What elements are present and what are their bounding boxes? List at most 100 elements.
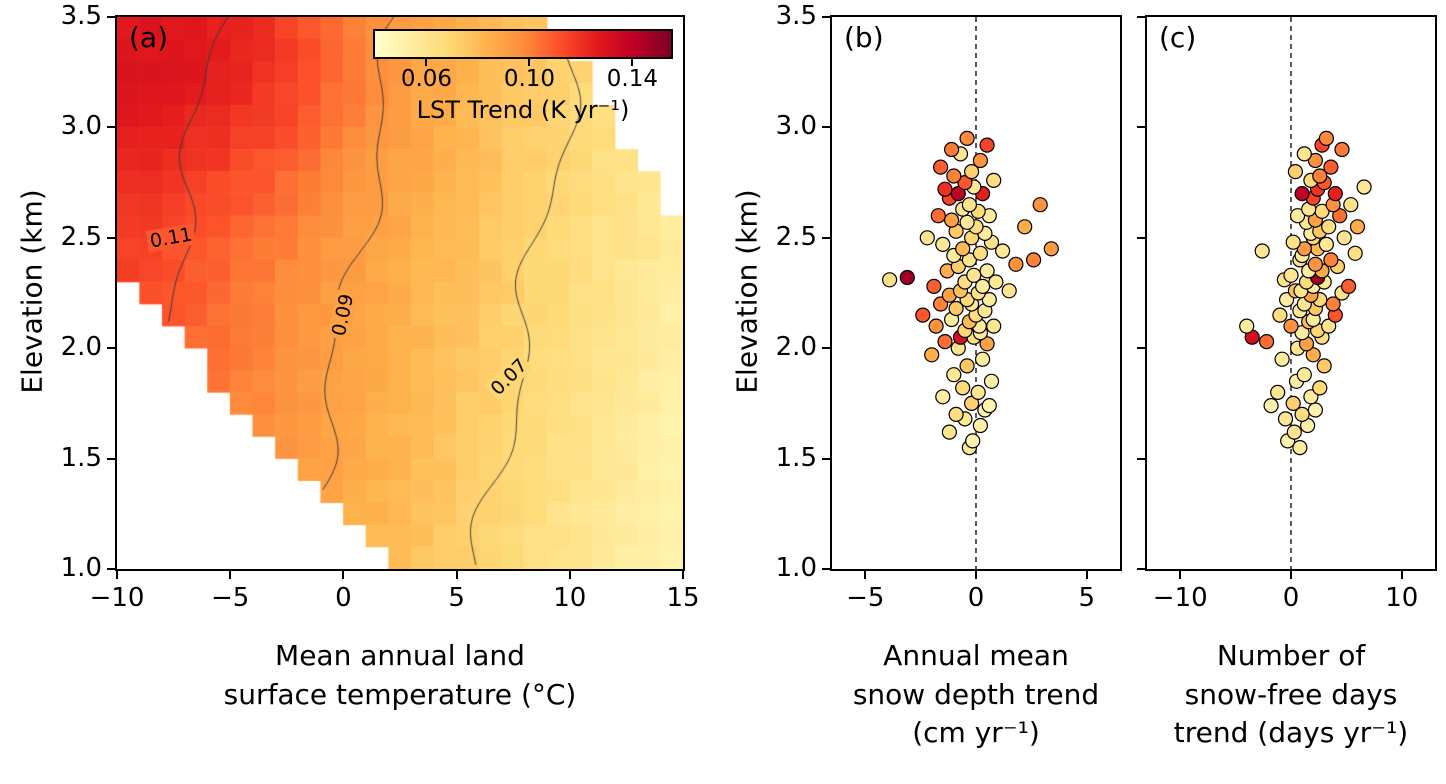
scatter-point xyxy=(1341,278,1357,294)
scatter-point xyxy=(979,336,995,352)
y-tick-mark xyxy=(822,236,830,239)
scatter-point xyxy=(964,164,980,180)
scatter-plot-c xyxy=(1239,17,1372,569)
scatter-point xyxy=(1239,318,1255,334)
y-tick-mark xyxy=(1137,236,1145,239)
y-tick-label: 1.0 xyxy=(60,553,102,583)
scatter-point xyxy=(1017,219,1033,235)
scatter-point xyxy=(1043,241,1059,257)
y-tick-label: 1.5 xyxy=(775,442,817,473)
scatter-point xyxy=(932,159,949,175)
panel-a-xlabel: Mean annual land surface temperature (°C… xyxy=(223,639,577,711)
scatter-point xyxy=(979,137,995,153)
x-tick-label: 15 xyxy=(666,583,700,613)
scatter-point xyxy=(979,263,995,279)
scatter-point xyxy=(986,172,1002,188)
x-tick-mark xyxy=(342,571,345,579)
x-tick-label: 0 xyxy=(967,583,985,613)
panel-letter-a: (a) xyxy=(129,21,169,54)
scatter-point xyxy=(1001,283,1017,299)
x-tick-mark xyxy=(1085,571,1088,579)
y-tick-mark xyxy=(822,126,830,129)
y-tick-mark xyxy=(1137,16,1145,18)
scatter-point xyxy=(1292,440,1308,456)
scatter-point xyxy=(965,433,981,449)
scatter-point xyxy=(1286,424,1302,440)
scatter-plot-b xyxy=(881,17,1059,569)
x-tick-mark xyxy=(229,571,232,579)
scatter-point xyxy=(1332,208,1348,224)
x-tick-label: 5 xyxy=(448,583,465,613)
x-tick-mark xyxy=(1400,571,1403,579)
x-tick-label: 0 xyxy=(335,583,352,613)
y-tick-mark xyxy=(822,16,830,18)
scatter-point xyxy=(1349,219,1366,235)
scatter-point xyxy=(1285,234,1301,250)
x-tick-label: −10 xyxy=(1152,583,1208,613)
scatter-point xyxy=(972,245,988,261)
scatter-point xyxy=(1263,398,1279,414)
scatter-point xyxy=(1303,389,1319,405)
colorbar-tick-mark xyxy=(631,59,634,66)
scatter-point xyxy=(1285,395,1301,411)
scatter-point xyxy=(943,212,960,228)
scatter-point xyxy=(1307,402,1323,418)
scatter-point xyxy=(1032,197,1048,213)
panel-b-ylabel: Elevation (km) xyxy=(730,189,764,394)
scatter-point xyxy=(955,241,971,257)
scatter-point xyxy=(975,351,991,367)
y-tick-label: 2.0 xyxy=(775,332,817,363)
x-tick-mark xyxy=(975,571,977,579)
scatter-point xyxy=(970,384,986,400)
scatter-point xyxy=(1312,168,1328,184)
scatter-point xyxy=(1287,164,1303,180)
scatter-point xyxy=(930,208,946,224)
scatter-point xyxy=(1270,384,1286,400)
x-tick-label: −10 xyxy=(89,583,145,613)
y-tick-label: 2.5 xyxy=(60,221,102,252)
x-tick-mark xyxy=(682,571,684,579)
scatter-point xyxy=(1305,347,1321,363)
scatter-point xyxy=(983,373,1000,389)
x-tick-mark xyxy=(116,571,118,579)
y-tick-label: 3.5 xyxy=(775,1,817,31)
scatter-point xyxy=(1294,186,1310,202)
scatter-point xyxy=(1008,256,1024,272)
scatter-point xyxy=(928,318,944,334)
scatter-point xyxy=(937,181,953,197)
colorbar-tick-mark xyxy=(425,59,428,66)
y-tick-mark xyxy=(822,347,830,350)
scatter-point xyxy=(1318,236,1334,252)
scatter-point xyxy=(986,318,1002,334)
scatter-point xyxy=(1254,243,1270,259)
scatter-point xyxy=(1321,219,1337,235)
scatter-point xyxy=(957,175,973,191)
y-tick-label: 2.5 xyxy=(775,221,817,252)
x-tick-label: 10 xyxy=(1385,583,1419,613)
scatter-point xyxy=(1290,208,1306,224)
y-tick-mark xyxy=(107,126,115,129)
colorbar-tick-labels: 0.06 0.10 0.14 xyxy=(373,66,673,94)
scatter-point xyxy=(961,252,977,268)
panel-letter-c: (c) xyxy=(1159,21,1197,54)
panel-b-scatter: (b) Annual mean snow depth trend (cm yr⁻… xyxy=(731,1,1122,749)
scatter-point xyxy=(1307,152,1323,169)
scatter-point xyxy=(955,380,971,396)
scatter-point xyxy=(1327,186,1343,202)
colorbar: 0.06 0.10 0.14 LST Trend (K yr⁻¹) xyxy=(373,29,673,124)
scatter-point xyxy=(948,300,964,317)
y-tick-mark xyxy=(107,347,115,350)
x-tick-label: 5 xyxy=(1078,583,1096,613)
scatter-point xyxy=(1356,179,1372,195)
scatter-point xyxy=(924,347,940,363)
x-tick-mark xyxy=(1179,571,1182,579)
scatter-point xyxy=(1323,159,1339,175)
y-tick-mark xyxy=(1137,568,1145,570)
heatmap-canvas xyxy=(117,17,683,569)
y-tick-mark xyxy=(107,16,115,18)
scatter-point xyxy=(975,278,991,294)
scatter-point xyxy=(1277,411,1294,427)
scatter-point xyxy=(941,424,958,440)
scatter-point xyxy=(946,367,962,383)
